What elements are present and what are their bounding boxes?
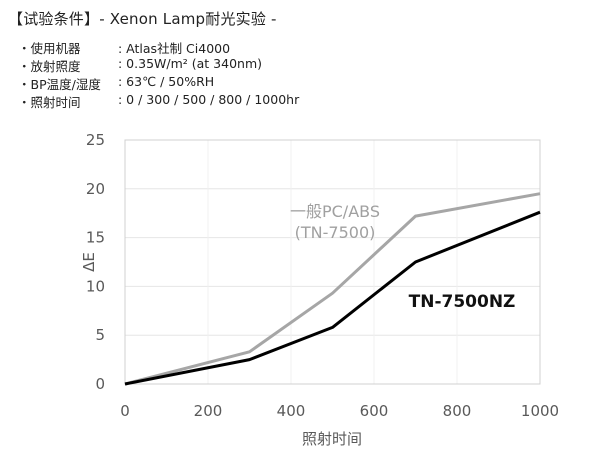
y-tick-label: 25 — [86, 131, 105, 149]
condition-value: : 0 / 300 / 500 / 800 / 1000hr — [118, 92, 300, 107]
page-title: 【试验条件】- Xenon Lamp耐光实验 - — [8, 10, 277, 28]
y-tick-label: 10 — [86, 277, 105, 295]
y-tick-label: 15 — [86, 229, 105, 247]
x-tick-label: 400 — [277, 402, 306, 420]
series-label-pcabs-sub: (TN-7500) — [295, 223, 376, 242]
y-tick-label: 5 — [95, 326, 105, 344]
y-tick-label: 20 — [86, 180, 105, 198]
x-tick-label: 800 — [443, 402, 472, 420]
chart-series — [124, 192, 541, 386]
x-tick-label: 200 — [194, 402, 223, 420]
y-tick-label: 0 — [95, 375, 105, 393]
condition-key: ・BP温度/湿度 — [18, 77, 101, 92]
series-label-pcabs: 一般PC/ABS — [290, 202, 380, 221]
x-tick-label: 600 — [360, 402, 389, 420]
condition-value: : 0.35W/m² (at 340nm) — [118, 56, 262, 71]
x-tick-label: 0 — [120, 402, 130, 420]
series-line-nz — [124, 210, 541, 386]
x-axis-ticks: 0 200 400 600 800 1000 — [120, 402, 559, 420]
x-axis-label: 照射时间 — [302, 430, 362, 448]
y-axis-label: ΔE — [80, 252, 98, 272]
series-line-pcabs — [124, 192, 541, 386]
condition-value: : 63℃ / 50%RH — [118, 74, 215, 89]
y-axis-ticks: 0 5 10 15 20 25 — [86, 131, 105, 393]
series-label-nz: TN-7500NZ — [409, 292, 516, 312]
condition-key: ・放射照度 — [18, 59, 81, 74]
condition-key: ・使用机器 — [18, 41, 81, 56]
condition-key: ・照射时间 — [18, 95, 81, 110]
condition-value: : Atlas社制 Ci4000 — [118, 41, 231, 56]
plot-area-border — [124, 139, 541, 385]
chart-grid — [124, 139, 541, 385]
x-tick-label: 1000 — [521, 402, 559, 420]
